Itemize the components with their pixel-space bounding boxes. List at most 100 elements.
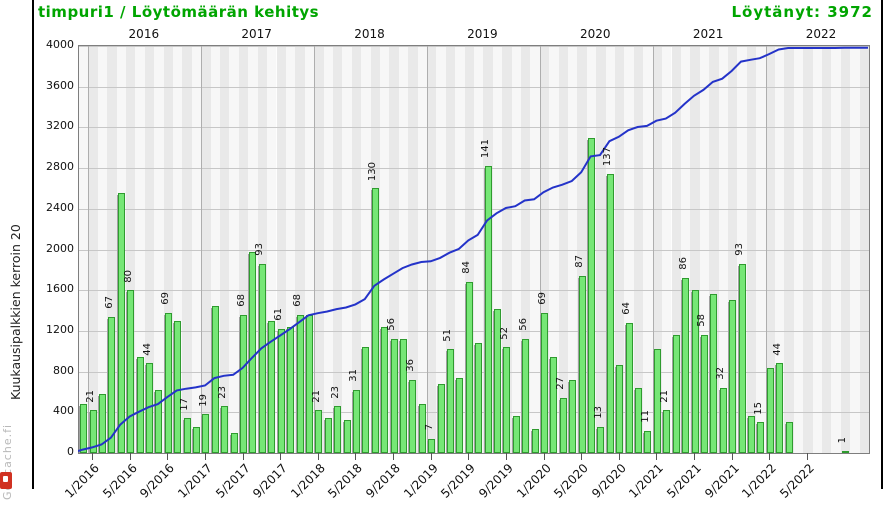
x-tick-mark xyxy=(544,453,545,460)
bar-12/2016 xyxy=(193,427,200,453)
x-tick-mark xyxy=(393,453,394,460)
bar-12/2015 xyxy=(80,404,87,453)
x-tick-mark xyxy=(468,453,469,460)
bar-10/2016 xyxy=(174,321,181,453)
geocache-logo xyxy=(0,472,12,489)
x-tick-mark xyxy=(506,453,507,460)
bar-10/2021 xyxy=(739,264,746,453)
x-tick-label: 9/2016 xyxy=(115,461,177,523)
bar-2/2021 xyxy=(663,410,670,453)
x-tick-mark xyxy=(130,453,131,460)
y-tick-label: 4000 xyxy=(38,38,74,51)
y-tick-label: 1600 xyxy=(38,282,74,295)
x-tick-label: 5/2020 xyxy=(529,461,591,523)
x-tick-label: 1/2020 xyxy=(491,461,553,523)
x-tick-mark xyxy=(92,453,93,460)
bar-6/2016 xyxy=(137,357,144,453)
top-year-label: 2017 xyxy=(227,27,287,41)
year-boundary-line xyxy=(88,46,89,453)
bar-4/2018 xyxy=(344,420,351,453)
year-boundary-line xyxy=(314,46,315,453)
plot-area xyxy=(78,45,870,454)
bar-3/2021 xyxy=(673,335,680,453)
x-tick-mark xyxy=(656,453,657,460)
bar-4/2019 xyxy=(456,378,463,453)
y-tick-label: 2800 xyxy=(38,160,74,173)
h-gridline xyxy=(79,331,869,332)
x-tick-mark xyxy=(694,453,695,460)
y-tick-label: 3600 xyxy=(38,79,74,92)
bar-8/2020 xyxy=(607,174,614,453)
y-tick-label: 2000 xyxy=(38,242,74,255)
x-tick-label: 1/2021 xyxy=(604,461,666,523)
y-tick-label: 2400 xyxy=(38,201,74,214)
bar-5/2021 xyxy=(692,290,699,453)
x-tick-label: 9/2021 xyxy=(679,461,741,523)
bar-2/2022 xyxy=(776,363,783,453)
bar-6/2017 xyxy=(249,252,256,453)
x-tick-mark xyxy=(280,453,281,460)
bar-2/2018 xyxy=(325,418,332,453)
geocache-stats-page: { "header": { "title": "timpuri1 / Löytö… xyxy=(0,0,885,489)
bar-8/2018 xyxy=(381,327,388,453)
x-tick-mark xyxy=(205,453,206,460)
bar-7/2019 xyxy=(485,166,492,453)
window-border-left xyxy=(32,0,34,489)
h-gridline xyxy=(79,87,869,88)
bar-7/2020 xyxy=(597,427,604,453)
bar-3/2018 xyxy=(334,406,341,453)
bar-5/2018 xyxy=(353,390,360,453)
h-gridline xyxy=(79,250,869,251)
bar-1/2017 xyxy=(202,414,209,453)
y-tick-label: 400 xyxy=(38,404,74,417)
x-tick-label: 5/2017 xyxy=(190,461,252,523)
y-axis-label: Kuukausipalkkien kerroin 20 xyxy=(8,120,23,400)
bar-4/2021 xyxy=(682,278,689,453)
x-tick-mark xyxy=(167,453,168,460)
bar-9/2019 xyxy=(503,347,510,453)
x-tick-label: 1/2017 xyxy=(153,461,215,523)
bar-6/2021 xyxy=(701,335,708,453)
bar-9/2021 xyxy=(729,300,736,453)
bar-3/2019 xyxy=(447,349,454,453)
top-year-label: 2018 xyxy=(340,27,400,41)
found-total-label: Löytänyt: 3972 xyxy=(731,3,873,21)
y-tick-label: 0 xyxy=(38,445,74,458)
top-year-label: 2020 xyxy=(565,27,625,41)
x-tick-label: 9/2019 xyxy=(454,461,516,523)
x-tick-label: 9/2020 xyxy=(566,461,628,523)
x-tick-label: 1/2019 xyxy=(378,461,440,523)
bar-8/2019 xyxy=(494,309,501,453)
bar-12/2020 xyxy=(644,431,651,453)
bar-9/2018 xyxy=(391,339,398,453)
bar-1/2021 xyxy=(654,349,661,453)
bar-2/2016 xyxy=(99,394,106,453)
bar-1/2020 xyxy=(541,313,548,453)
h-gridline xyxy=(79,127,869,128)
y-tick-label: 3200 xyxy=(38,119,74,132)
bar-10/2018 xyxy=(400,339,407,453)
h-gridline xyxy=(79,168,869,169)
year-boundary-line xyxy=(201,46,202,453)
bar-8/2016 xyxy=(155,390,162,453)
bar-9/2020 xyxy=(616,365,623,453)
year-boundary-line xyxy=(427,46,428,453)
x-tick-label: 1/2016 xyxy=(40,461,102,523)
h-gridline xyxy=(79,209,869,210)
x-tick-label: 5/2022 xyxy=(755,461,817,523)
top-year-label: 2022 xyxy=(791,27,851,41)
bar-8/2017 xyxy=(268,321,275,453)
bar-7/2016 xyxy=(146,363,153,453)
bar-9/2022 xyxy=(842,451,849,453)
bar-12/2021 xyxy=(757,422,764,453)
bar-10/2017 xyxy=(287,327,294,453)
bar-4/2017 xyxy=(231,433,238,453)
bar-6/2020 xyxy=(588,138,595,453)
bar-5/2017 xyxy=(240,315,247,453)
y-tick-label: 800 xyxy=(38,364,74,377)
bar-3/2016 xyxy=(108,317,115,453)
x-tick-mark xyxy=(619,453,620,460)
x-tick-mark xyxy=(318,453,319,460)
window-border-right xyxy=(881,0,883,489)
bar-9/2016 xyxy=(165,313,172,453)
